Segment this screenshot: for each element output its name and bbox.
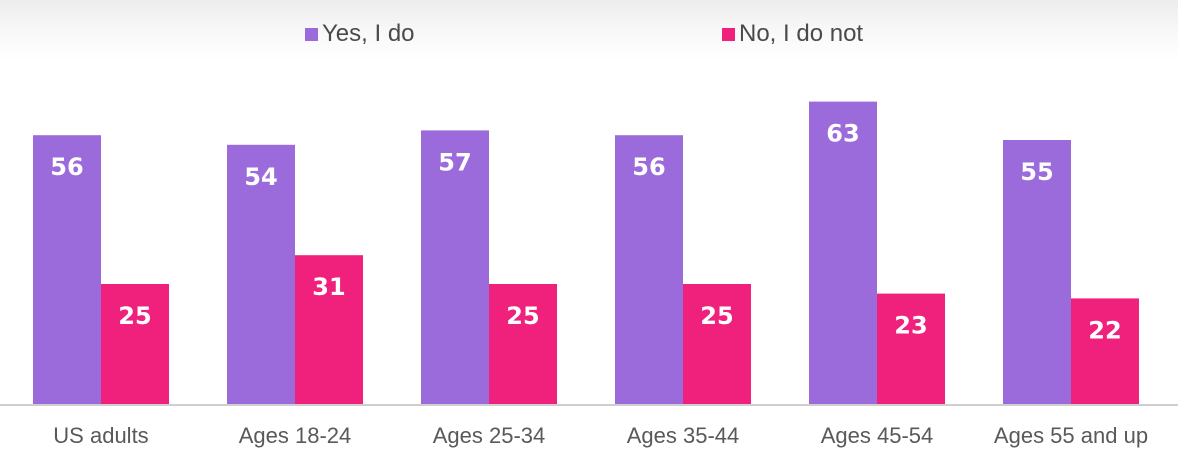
value-label-yes-5: 63 xyxy=(826,120,859,148)
legend-swatch-yes xyxy=(305,28,318,41)
bar-yes-5 xyxy=(809,101,877,404)
bar-no-3 xyxy=(489,284,557,404)
value-label-no-2: 31 xyxy=(312,273,345,301)
value-label-yes-4: 56 xyxy=(632,153,665,181)
bar-yes-4 xyxy=(615,135,683,404)
bar-no-2 xyxy=(295,255,363,404)
legend-label-yes: Yes, I do xyxy=(322,20,415,47)
legend-swatch-no xyxy=(722,28,735,41)
value-label-no-5: 23 xyxy=(894,312,927,340)
legend-label-no: No, I do not xyxy=(739,20,863,47)
value-label-yes-3: 57 xyxy=(438,148,471,176)
value-label-yes-1: 56 xyxy=(50,153,83,181)
value-label-yes-2: 54 xyxy=(244,163,277,191)
x-tick-label-6: Ages 55 and up xyxy=(994,423,1148,448)
bar-yes-1 xyxy=(33,135,101,404)
x-tick-label-1: US adults xyxy=(53,423,148,448)
bar-yes-2 xyxy=(227,144,295,405)
x-tick-labels: US adults Ages 18-24 Ages 25-34 Ages 35-44 A… xyxy=(53,423,1148,448)
value-label-no-1: 25 xyxy=(118,302,151,330)
x-tick-label-2: Ages 18-24 xyxy=(239,423,352,448)
value-label-no-6: 22 xyxy=(1088,316,1121,344)
legend: Yes, I do No, I do not xyxy=(305,20,863,47)
bar-yes-6 xyxy=(1003,140,1071,404)
value-label-yes-6: 55 xyxy=(1020,158,1053,186)
top-shade xyxy=(0,0,1178,60)
bar-no-4 xyxy=(683,284,751,404)
bar-no-1 xyxy=(101,284,169,404)
bar-no-5 xyxy=(877,293,945,404)
bar-no-6 xyxy=(1071,298,1139,404)
bars xyxy=(33,101,1139,405)
value-labels: 56 25 54 31 57 25 56 25 63 23 55 22 xyxy=(50,120,1121,345)
bar-yes-3 xyxy=(421,130,489,404)
x-tick-label-4: Ages 35-44 xyxy=(627,423,740,448)
x-tick-label-3: Ages 25-34 xyxy=(433,423,546,448)
value-label-no-3: 25 xyxy=(506,302,539,330)
value-label-no-4: 25 xyxy=(700,302,733,330)
x-tick-label-5: Ages 45-54 xyxy=(821,423,934,448)
